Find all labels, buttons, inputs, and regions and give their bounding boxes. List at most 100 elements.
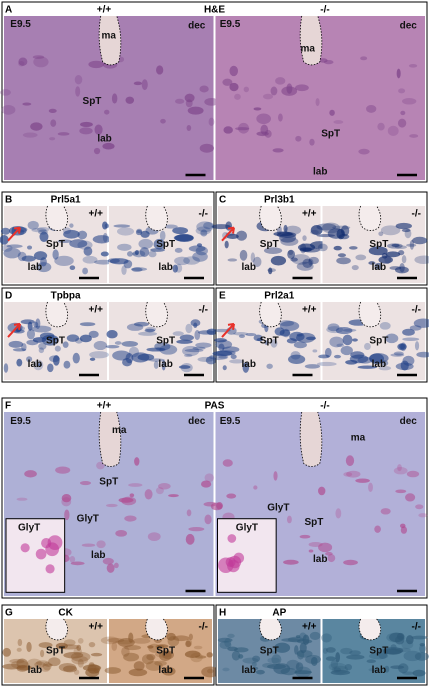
stain: [398, 88, 406, 94]
stain: [401, 255, 407, 264]
stain: [404, 229, 412, 239]
stain: [76, 644, 82, 651]
stain: [92, 235, 111, 244]
maternal-artery-outline: [145, 618, 168, 641]
stain: [281, 86, 298, 96]
stain: [195, 226, 212, 235]
stain: [400, 360, 409, 371]
stain: [55, 466, 71, 474]
stain: [255, 669, 265, 675]
stain: [245, 333, 257, 337]
stain: [188, 527, 205, 532]
stain: [273, 471, 278, 481]
stain: [35, 318, 41, 329]
region-label: lab: [372, 359, 386, 370]
stain: [299, 642, 307, 654]
stain: [47, 336, 58, 341]
stain: [102, 221, 108, 230]
stain: [38, 642, 53, 649]
stain: [26, 339, 39, 346]
stain: [32, 55, 45, 59]
stain: [184, 354, 193, 358]
region-label: lab: [372, 665, 386, 676]
stain: [3, 247, 21, 259]
stain: [409, 325, 422, 331]
region-label: lab: [97, 134, 111, 145]
stain: [131, 267, 143, 272]
region-label: GlyT: [267, 502, 289, 513]
stain: [102, 232, 108, 243]
stain: [105, 503, 118, 508]
genotype-left: +/+: [97, 5, 112, 16]
stain: [26, 329, 36, 340]
stain: [6, 244, 23, 248]
stain: [279, 233, 297, 243]
stain: [125, 353, 134, 364]
genotype: -/-: [412, 209, 421, 220]
stain: [296, 333, 303, 337]
stain: [100, 636, 120, 645]
maternal-artery-outline: [98, 411, 122, 467]
stain: [310, 225, 323, 236]
stain: [148, 250, 157, 258]
stain: [64, 509, 70, 521]
region-label: E9.5: [10, 416, 31, 427]
stain: [128, 668, 148, 677]
stain: [2, 647, 12, 657]
stain: [378, 365, 392, 371]
stain: [308, 256, 319, 265]
stain: [116, 227, 135, 236]
stain: [73, 647, 82, 656]
maternal-artery-outline: [299, 15, 323, 66]
stain: [350, 351, 365, 359]
stain: [287, 249, 296, 259]
arrow: [221, 226, 235, 242]
stain: [378, 256, 393, 264]
stain: [293, 341, 307, 349]
stain: [31, 227, 47, 233]
stain: [297, 649, 305, 660]
panel-title: CK: [58, 608, 73, 619]
stain: [146, 653, 156, 661]
maternal-artery-outline: [145, 205, 168, 231]
region-label: E9.5: [10, 19, 31, 30]
stain: [133, 661, 145, 671]
stain: [295, 662, 304, 672]
stain: [175, 98, 185, 104]
stain: [144, 328, 156, 333]
stain: [393, 351, 404, 356]
stain: [205, 356, 217, 365]
stain: [186, 509, 192, 517]
stain: [61, 494, 72, 503]
stain: [71, 655, 89, 665]
stain: [289, 331, 305, 342]
stain: [188, 245, 206, 252]
stain: [162, 650, 175, 660]
genotype: +/+: [89, 305, 104, 316]
stain: [106, 563, 115, 573]
stain: [131, 267, 148, 272]
stain: [390, 665, 405, 670]
stain: [180, 362, 193, 373]
stain: [32, 337, 46, 343]
stain: [204, 98, 219, 106]
stain: [299, 534, 311, 539]
stain: [63, 665, 78, 673]
stain: [236, 230, 247, 241]
stain: [418, 513, 428, 518]
stain: [194, 655, 207, 659]
stain: [104, 667, 122, 674]
stain: [231, 650, 241, 661]
stain: [176, 339, 193, 344]
stain: [185, 640, 192, 648]
stain: [253, 485, 258, 490]
stain: [38, 229, 48, 235]
stain: [414, 652, 429, 661]
stain: [321, 222, 341, 234]
stain: [270, 255, 287, 266]
stain: [238, 122, 250, 134]
region-label: SpT: [321, 129, 340, 140]
stain: [63, 360, 71, 369]
stain: [12, 348, 27, 352]
inset-cell: [35, 548, 47, 560]
